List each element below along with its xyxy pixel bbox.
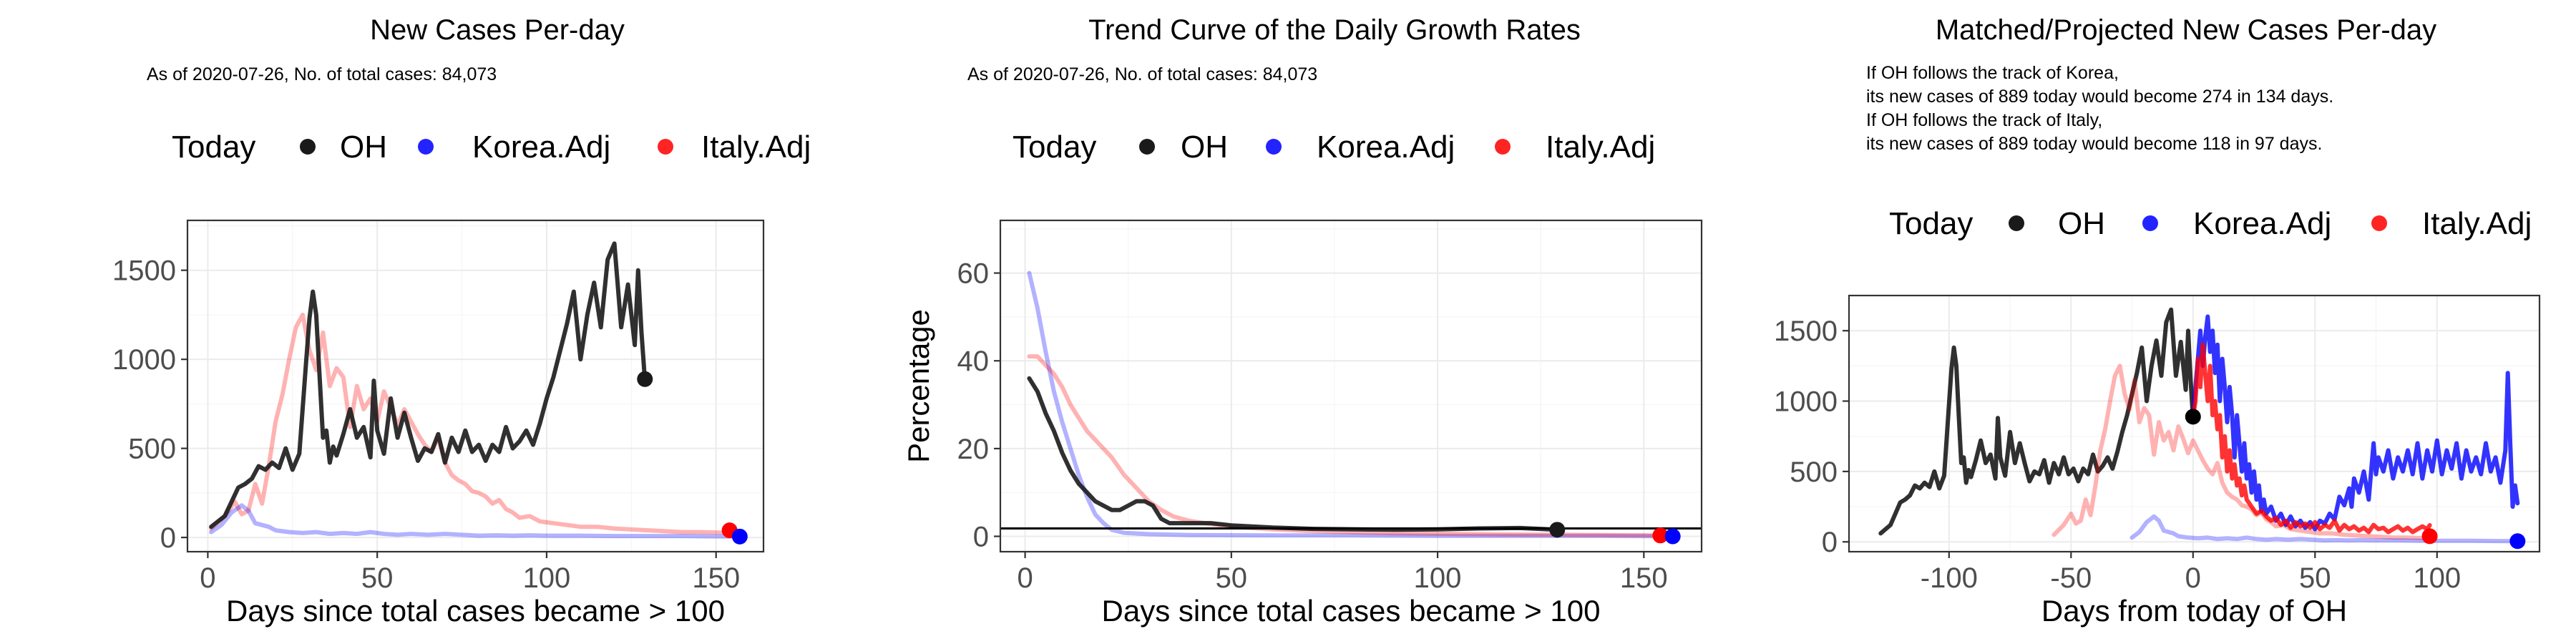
series-line-korea-adj (2190, 314, 2520, 532)
legend-entry: OH (2058, 206, 2105, 241)
chart-panel-2: Trend Curve of the Daily Growth Rates As … (902, 14, 1703, 628)
legend-entry: Korea.Adj (1317, 130, 1455, 165)
today-point-oh (637, 371, 653, 387)
x-tick-label: 0 (1017, 562, 1033, 594)
y-tick-label: 500 (1790, 457, 1838, 488)
legend-key-dot (1266, 139, 1282, 155)
chart-subtitle: As of 2020-07-26, No. of total cases: 84… (967, 64, 1317, 84)
series-layer (209, 241, 742, 539)
gridlines (1000, 220, 1702, 552)
x-tick-label: -100 (1921, 562, 1978, 594)
gridlines (187, 220, 763, 552)
legend-entry: Italy.Adj (701, 130, 811, 165)
legend-entry: Italy.Adj (1546, 130, 1655, 165)
today-point-italy-adj (2421, 528, 2438, 545)
x-tick-label: 0 (200, 562, 215, 594)
x-tick-label: -50 (2050, 562, 2092, 594)
legend-title: Today (1889, 206, 1973, 241)
x-tick-label: 100 (523, 562, 571, 594)
series-line-korea-adj (1027, 270, 1675, 539)
y-tick-label: 20 (957, 434, 990, 465)
y-tick-label: 0 (973, 522, 989, 553)
x-axis-title: Days since total cases became > 100 (1102, 594, 1601, 628)
chart-note: If OH follows the track of Korea, (1866, 63, 2119, 83)
y-axis-title: Percentage (902, 309, 935, 463)
chart-title: Matched/Projected New Cases Per-day (1936, 14, 2436, 46)
chart-note: its new cases of 889 today would become … (1866, 87, 2333, 107)
plot-background (187, 220, 763, 552)
y-tick-label: 1000 (112, 344, 176, 376)
y-tick-label: 500 (128, 434, 176, 465)
series-line-oh (209, 241, 648, 530)
today-point-korea-adj (2509, 533, 2526, 550)
today-point-korea-adj (1664, 528, 1681, 545)
legend-key-dot (2142, 215, 2158, 231)
legend: Today OH Korea.Adj Italy.Adj (1013, 130, 1655, 165)
x-tick-label: 50 (361, 562, 394, 594)
plot-frame (1848, 294, 2541, 553)
series-line-italy-adj (2190, 342, 2432, 535)
plot-frame (186, 219, 765, 553)
legend-key-dot (300, 139, 316, 155)
chart-panel-1: New Cases Per-day As of 2020-07-26, No. o… (112, 14, 811, 628)
y-tick-label: 0 (160, 522, 176, 554)
x-tick-label: 150 (692, 562, 740, 594)
legend-entry: Korea.Adj (2193, 206, 2331, 241)
x-tick-label: 100 (2413, 562, 2461, 594)
series-layer (1878, 307, 2520, 544)
plot-background (1000, 220, 1702, 552)
chart-note: its new cases of 889 today would become … (1866, 134, 2322, 154)
series-line-korea-adj (2129, 514, 2515, 544)
today-point-oh (2185, 409, 2201, 425)
legend: Today OH Korea.Adj Italy.Adj (172, 130, 811, 165)
series-line-oh (1878, 307, 2195, 536)
y-tick-label: 1500 (1774, 316, 1838, 347)
x-axis-title: Days from today of OH (2041, 594, 2347, 628)
series-line-korea-adj (209, 503, 742, 539)
today-point-korea-adj (731, 528, 748, 545)
series-line-italy-adj (209, 312, 732, 535)
x-tick-label: 50 (2299, 562, 2331, 594)
x-tick-label: 50 (1216, 562, 1248, 594)
today-point-oh (1549, 522, 1566, 538)
y-tick-label: 60 (957, 258, 990, 290)
legend-title: Today (172, 130, 255, 165)
legend-entry: OH (1181, 130, 1228, 165)
x-tick-label: 0 (2185, 562, 2201, 594)
legend-title: Today (1013, 130, 1096, 165)
legend-key-dot (418, 139, 434, 155)
legend-entry: Italy.Adj (2422, 206, 2532, 241)
legend-key-dot (1139, 139, 1155, 155)
legend-key-dot (658, 139, 673, 155)
x-tick-label: 100 (1414, 562, 1462, 594)
y-tick-label: 1000 (1774, 386, 1838, 418)
legend-entry: OH (340, 130, 387, 165)
legend: Today OH Korea.Adj Italy.Adj (1889, 206, 2532, 241)
plot-frame (999, 219, 1703, 553)
chart-panel-3: Matched/Projected New Cases Per-day If OH… (1774, 14, 2541, 628)
y-tick-label: 0 (1822, 527, 1838, 558)
y-tick-label: 1500 (112, 255, 176, 287)
legend-key-dot (1495, 139, 1511, 155)
legend-key-dot (2009, 215, 2024, 231)
today-point-italy-adj (1652, 527, 1669, 544)
x-tick-label: 150 (1620, 562, 1668, 594)
chart-subtitle: As of 2020-07-26, No. of total cases: 84… (147, 64, 497, 84)
series-line-italy-adj (2051, 364, 2432, 541)
legend-entry: Korea.Adj (472, 130, 610, 165)
chart-title: New Cases Per-day (370, 14, 625, 46)
legend-key-dot (2371, 215, 2387, 231)
chart-title: Trend Curve of the Daily Growth Rates (1088, 14, 1581, 46)
chart-note: If OH follows the track of Italy, (1866, 110, 2102, 130)
y-tick-label: 40 (957, 346, 990, 377)
x-axis-title: Days since total cases became > 100 (226, 594, 725, 628)
